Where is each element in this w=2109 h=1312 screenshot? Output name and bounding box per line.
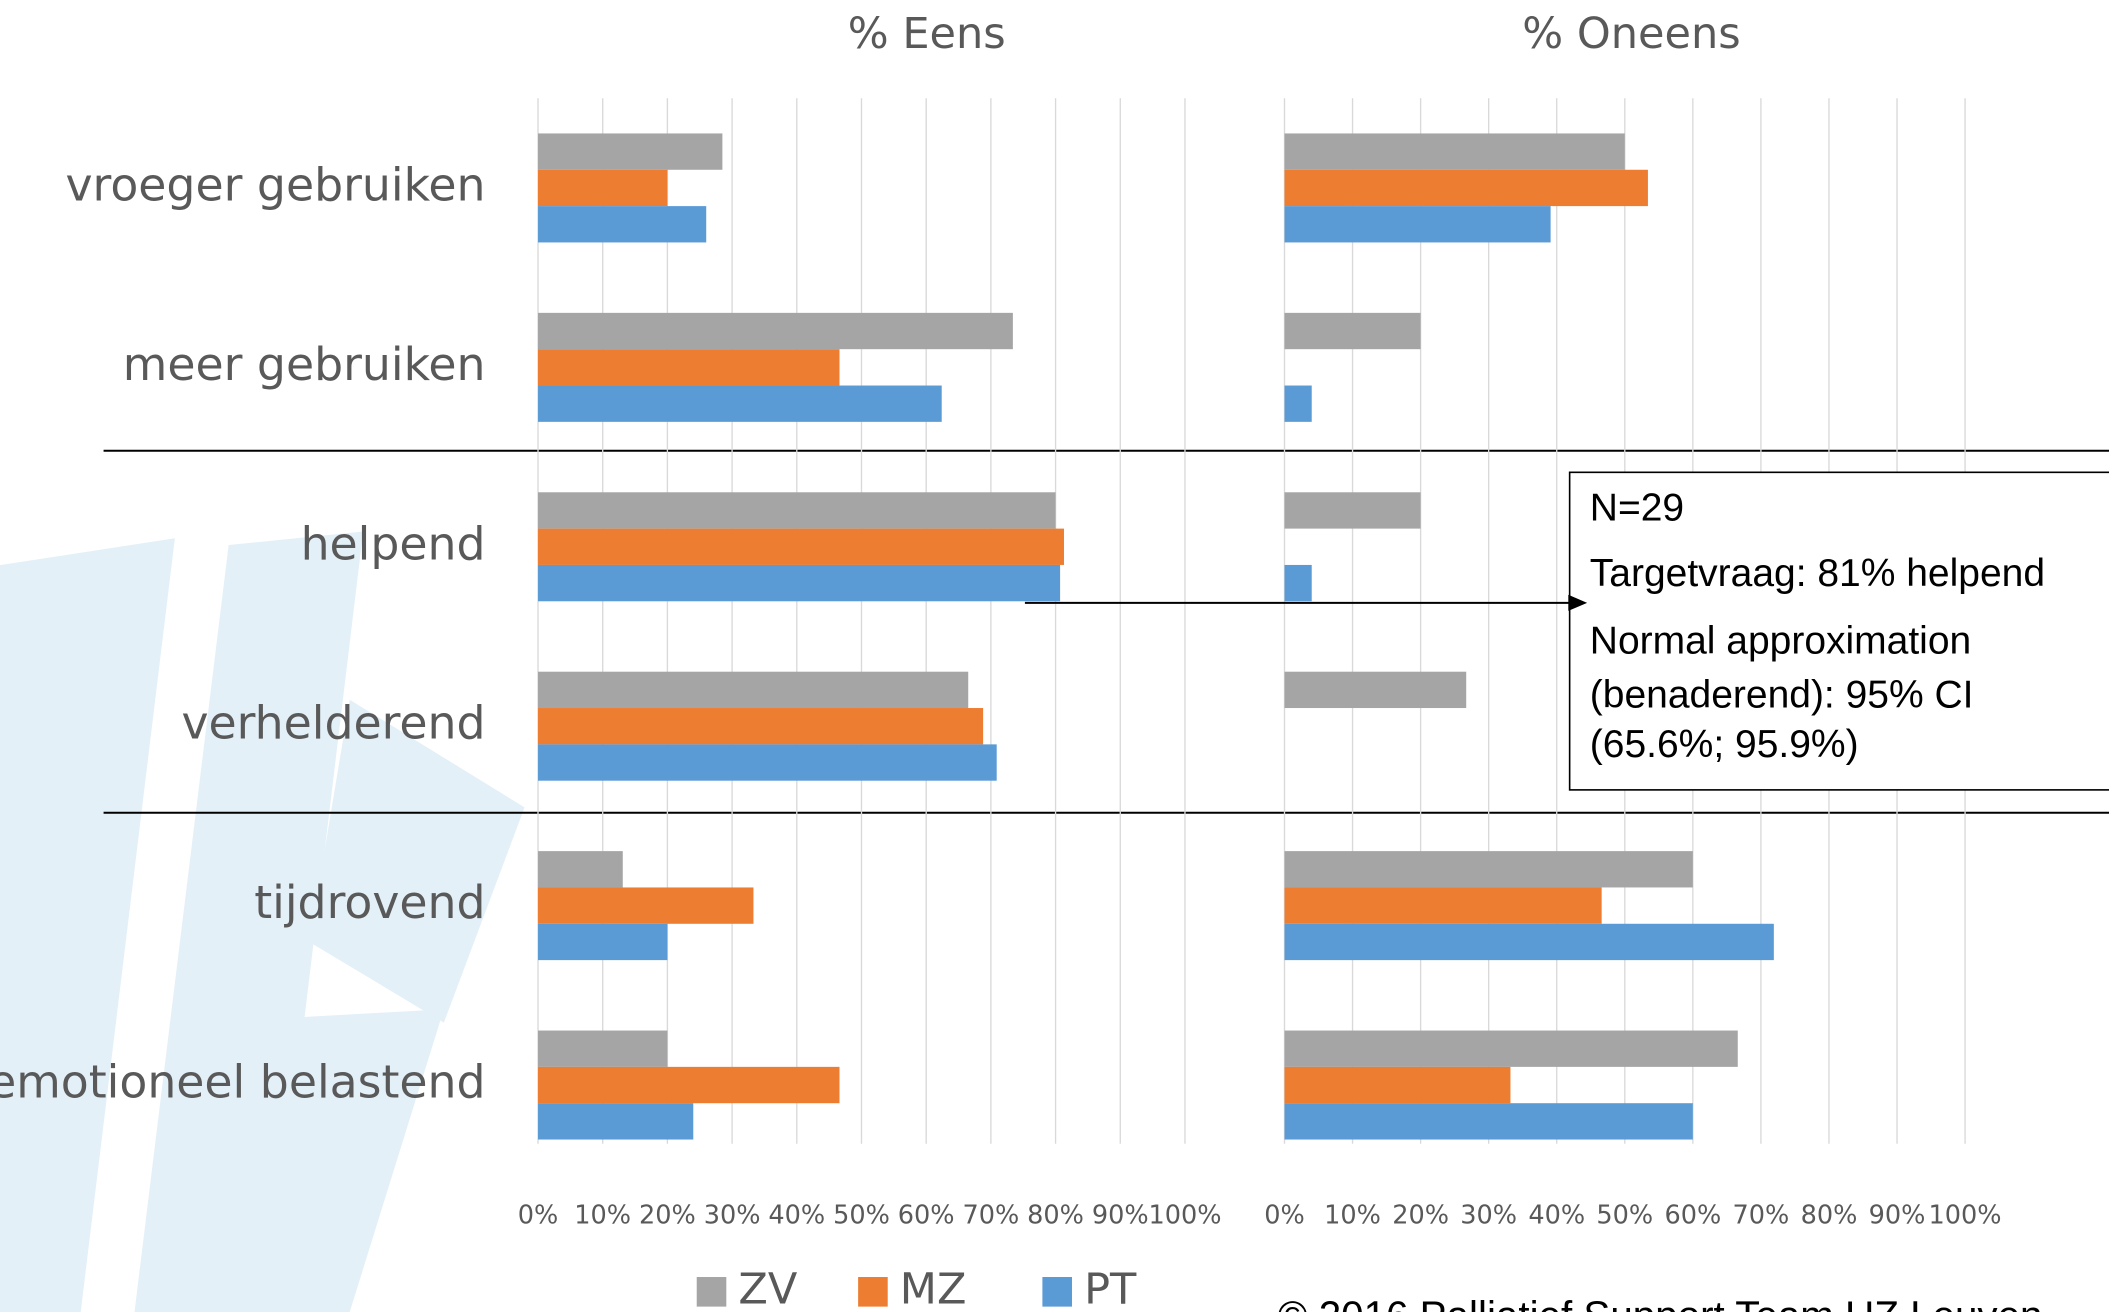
annotation: N=29 [1590, 486, 1684, 529]
annotation: (benaderend): 95% CI [1590, 673, 1974, 716]
bar [538, 385, 942, 422]
bar [1284, 1103, 1693, 1140]
bar [538, 528, 1064, 565]
decor [0, 538, 175, 1312]
annotation-box [1568, 471, 2109, 791]
bar [538, 887, 754, 924]
x-tick-label: 0% [1264, 1200, 1305, 1230]
category-label: vroeger gebruiken [65, 158, 485, 211]
legend-label: PT [1084, 1264, 1137, 1312]
x-tick-label: 80% [1027, 1200, 1084, 1230]
x-tick-label: 0% [518, 1200, 559, 1230]
legend-label: MZ [900, 1264, 967, 1312]
category-label: tijdrovend [254, 876, 485, 929]
category-label: emotioneel belastend [0, 1056, 486, 1109]
bar [538, 312, 1013, 350]
bar [538, 206, 707, 243]
bar [1284, 564, 1312, 602]
plot-area: vroeger gebruiken meer gebruiken helpend ve… [0, 9, 2002, 1312]
bar [1284, 851, 1693, 888]
legend-swatch [696, 1277, 727, 1307]
bar [1284, 206, 1551, 243]
bar [538, 169, 668, 207]
bar [538, 1103, 694, 1140]
bar [1284, 887, 1602, 924]
x-tick-label: 20% [1392, 1200, 1449, 1230]
bar [538, 708, 984, 745]
decor [309, 699, 525, 1023]
bar [538, 564, 1061, 602]
bar [538, 744, 997, 781]
x-tick-label: 90% [1869, 1200, 1926, 1230]
x-tick-label: 10% [574, 1200, 631, 1230]
annotation: (65.6%; 95.9%) [1590, 723, 1859, 766]
x-tick-label: 50% [1596, 1200, 1653, 1230]
panel-title: % Eens [848, 9, 1006, 59]
bar [538, 133, 723, 170]
category-label: helpend [301, 517, 486, 570]
panel-title: % Oneens [1522, 9, 1740, 59]
x-tick-label: 40% [1528, 1200, 1585, 1230]
bar [538, 492, 1056, 529]
bar [1284, 923, 1774, 961]
x-tick-label: 10% [1324, 1200, 1381, 1230]
x-tick-label: 30% [1460, 1200, 1517, 1230]
x-tick-label: 30% [704, 1200, 761, 1230]
bar [538, 851, 623, 888]
bar [1284, 169, 1648, 207]
annotation: Normal approximation [1590, 620, 1971, 663]
arrow-head [1568, 594, 1588, 611]
bar [538, 671, 969, 709]
x-tick-label: 90% [1092, 1200, 1149, 1230]
bar [538, 1030, 668, 1067]
category-label: meer gebruiken [123, 338, 486, 391]
x-tick-label: 100% [1929, 1200, 2002, 1230]
x-tick-label: 60% [1664, 1200, 1721, 1230]
bar [538, 1066, 840, 1104]
legend-swatch [858, 1277, 888, 1307]
bar [538, 923, 668, 961]
bar [1284, 133, 1625, 170]
x-tick-label: 70% [1733, 1200, 1790, 1230]
x-tick-label: 20% [639, 1200, 696, 1230]
x-tick-label: 60% [898, 1200, 955, 1230]
category-label: verhelderend [181, 697, 485, 750]
legend-swatch [1042, 1277, 1072, 1307]
bar [1284, 312, 1421, 350]
annotation: Targetvraag: 81% helpend [1590, 552, 2045, 595]
x-tick-label: 100% [1148, 1200, 1221, 1230]
x-tick-label: 50% [833, 1200, 890, 1230]
bar [1284, 492, 1421, 529]
bar [538, 349, 840, 386]
bar [1284, 385, 1312, 422]
x-tick-label: 70% [962, 1200, 1019, 1230]
bar [1284, 1066, 1511, 1104]
x-tick-label: 80% [1801, 1200, 1858, 1230]
bar [1284, 671, 1467, 709]
copyright: © 2016 Palliatief Support Team UZ Leuven [1278, 1292, 2043, 1312]
legend-label: ZV [738, 1264, 797, 1312]
x-tick-label: 40% [768, 1200, 825, 1230]
bar [1284, 1030, 1738, 1067]
